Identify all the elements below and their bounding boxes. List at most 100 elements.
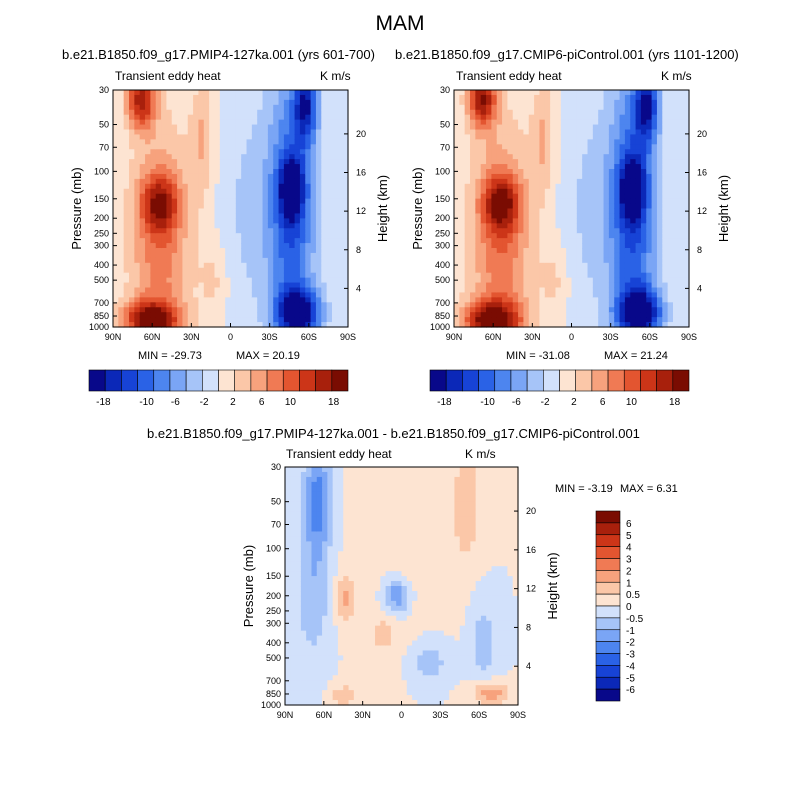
- contour-cell: [123, 154, 130, 160]
- contour-cell: [470, 129, 476, 136]
- contour-cell: [582, 154, 589, 160]
- contour-cell: [139, 159, 146, 165]
- contour-cell: [150, 262, 157, 269]
- contour-cell: [322, 650, 328, 657]
- contour-cell: [646, 173, 653, 180]
- contour-cell: [598, 188, 605, 195]
- contour-cell: [177, 317, 184, 323]
- contour-cell: [278, 208, 285, 215]
- contour-cell: [295, 675, 302, 681]
- contour-cell: [337, 546, 344, 552]
- contour-cell: [118, 119, 125, 126]
- contour-cell: [113, 292, 119, 298]
- contour-cell: [550, 129, 557, 136]
- contour-cell: [139, 282, 146, 289]
- contour-cell: [353, 506, 360, 513]
- contour-cell: [640, 277, 647, 284]
- contour-cell: [311, 630, 318, 637]
- contour-cell: [667, 129, 674, 136]
- contour-cell: [496, 228, 503, 234]
- contour-cell: [193, 282, 200, 289]
- contour-cell: [139, 203, 146, 210]
- contour-cell: [246, 104, 253, 111]
- contour-cell: [331, 267, 338, 274]
- contour-cell: [571, 243, 578, 249]
- contour-cell: [672, 307, 679, 313]
- contour-cell: [566, 203, 573, 210]
- contour-cell: [656, 262, 663, 269]
- contour-cell: [182, 169, 189, 175]
- contour-cell: [161, 198, 168, 205]
- contour-cell: [343, 561, 350, 567]
- contour-cell: [209, 218, 216, 224]
- contour-cell: [230, 154, 237, 160]
- contour-cell: [305, 134, 312, 140]
- contour-cell: [295, 506, 302, 513]
- contour-cell: [214, 134, 221, 140]
- contour-cell: [507, 139, 514, 145]
- contour-cell: [518, 119, 525, 126]
- contour-cell: [299, 94, 306, 101]
- contour-cell: [315, 208, 322, 215]
- contour-cell: [337, 491, 344, 498]
- contour-cell: [283, 129, 290, 136]
- contour-cell: [171, 114, 178, 121]
- contour-cell: [316, 650, 323, 657]
- contour-cell: [342, 252, 349, 259]
- contour-cell: [171, 302, 178, 308]
- contour-cell: [539, 164, 546, 170]
- contour-cell: [225, 198, 232, 205]
- contour-cell: [262, 183, 269, 190]
- contour-cell: [171, 248, 178, 254]
- contour-cell: [241, 109, 248, 116]
- contour-cell: [267, 248, 274, 254]
- contour-cell: [171, 218, 178, 224]
- contour-cell: [614, 144, 621, 150]
- contour-cell: [225, 154, 232, 160]
- contour-cell: [230, 173, 237, 180]
- contour-cell: [640, 233, 647, 239]
- contour-cell: [608, 119, 615, 126]
- contour-cell: [134, 317, 141, 323]
- contour-cell: [139, 99, 146, 106]
- contour-cell: [113, 322, 119, 328]
- contour-cell: [624, 218, 631, 224]
- contour-cell: [337, 262, 344, 269]
- contour-cell: [123, 208, 130, 215]
- contour-cell: [118, 114, 125, 121]
- contour-cell: [321, 252, 328, 259]
- contour-cell: [475, 257, 482, 264]
- contour-cell: [257, 178, 264, 185]
- contour-cell: [592, 173, 599, 180]
- contour-cell: [635, 287, 642, 294]
- contour-cell: [640, 188, 647, 195]
- contour-cell: [187, 99, 194, 106]
- contour-cell: [331, 257, 338, 264]
- contour-cell: [209, 99, 216, 106]
- contour-cell: [464, 233, 471, 239]
- contour-cell: [267, 302, 274, 308]
- contour-cell: [273, 228, 280, 234]
- contour-cell: [322, 655, 328, 661]
- contour-cell: [646, 208, 653, 215]
- contour-cell: [550, 223, 557, 229]
- contour-cell: [316, 571, 323, 577]
- contour-cell: [193, 277, 200, 284]
- contour-cell: [235, 109, 242, 116]
- contour-cell: [305, 203, 312, 210]
- contour-cell: [544, 109, 551, 116]
- contour-cell: [656, 139, 663, 145]
- contour-cell: [348, 546, 355, 552]
- contour-cell: [619, 277, 626, 284]
- contour-cell: [486, 134, 492, 140]
- contour-cell: [332, 590, 339, 597]
- contour-cell: [512, 262, 519, 269]
- contour-cell: [306, 467, 313, 473]
- contour-cell: [305, 104, 312, 111]
- contour-cell: [480, 203, 487, 210]
- contour-cell: [290, 645, 297, 652]
- contour-cell: [187, 267, 194, 274]
- contour-cell: [459, 248, 466, 254]
- contour-cell: [193, 99, 200, 106]
